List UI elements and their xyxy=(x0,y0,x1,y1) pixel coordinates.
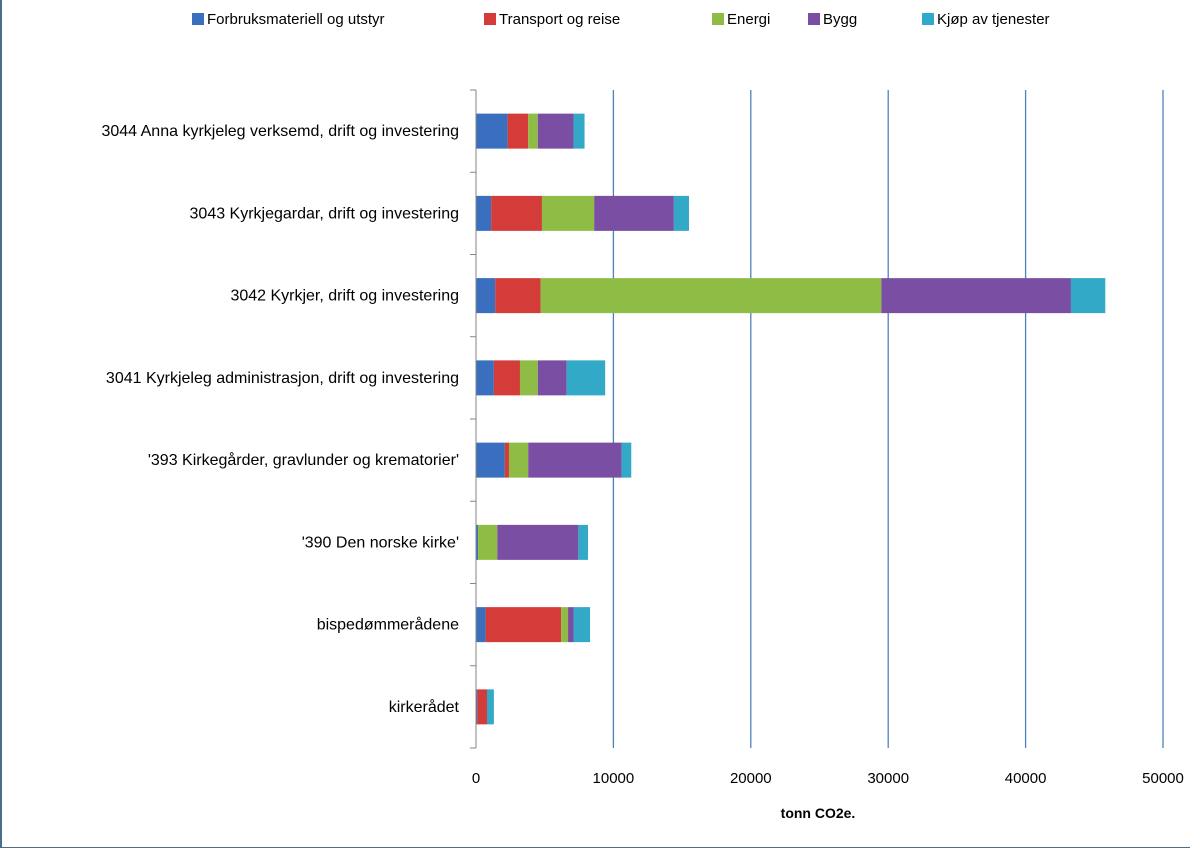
bar-segment xyxy=(528,442,622,478)
bar-segment xyxy=(476,113,508,149)
bar-segment xyxy=(476,442,505,478)
bar-segment xyxy=(491,195,542,231)
bar-segment xyxy=(476,607,486,643)
bar-segment xyxy=(493,360,520,396)
bar-segment xyxy=(476,195,492,231)
legend-label: Transport og reise xyxy=(499,11,620,28)
bar-segment xyxy=(508,442,529,478)
x-tick-labels: 0 10000 20000 30000 40000 50000 xyxy=(472,770,1184,787)
x-tick-label: 0 xyxy=(472,770,480,787)
legend-swatch xyxy=(192,13,204,25)
bar-segment xyxy=(497,524,579,560)
bar-segment xyxy=(573,607,591,643)
x-axis-title: tonn CO2e. xyxy=(781,805,856,821)
category-labels: 3044 Anna kyrkjeleg verksemd, drift og i… xyxy=(101,123,459,716)
bar-segment xyxy=(528,113,538,149)
bar-segment xyxy=(495,278,541,314)
bar-segment xyxy=(621,442,632,478)
bar-segment xyxy=(540,278,882,314)
gridlines xyxy=(470,89,1164,749)
bar-segment xyxy=(537,113,574,149)
category-label: '390 Den norske kirke' xyxy=(302,534,459,551)
bar-segment xyxy=(594,195,674,231)
category-label: kirkerådet xyxy=(389,698,460,716)
legend-label: Energi xyxy=(727,11,770,28)
legend-swatch xyxy=(712,13,724,25)
x-tick-label: 10000 xyxy=(593,770,635,787)
bar-segment xyxy=(673,195,689,231)
category-label: 3041 Kyrkjeleg administrasjon, drift og … xyxy=(106,370,459,387)
category-label: 3042 Kyrkjer, drift og investering xyxy=(230,288,459,305)
bar-segment xyxy=(568,607,574,643)
bar-segment xyxy=(566,360,606,396)
x-tick-label: 50000 xyxy=(1142,770,1184,787)
legend-label: Bygg xyxy=(823,11,857,28)
bar-segment xyxy=(486,689,494,725)
bar-segment xyxy=(507,113,529,149)
bar-segment xyxy=(478,524,498,560)
bar-segment xyxy=(504,442,509,478)
bar-segment xyxy=(476,360,494,396)
bar-segment xyxy=(541,195,595,231)
category-label: bispedømmerådene xyxy=(317,616,459,634)
legend-swatch xyxy=(484,13,496,25)
bar-segment xyxy=(561,607,569,643)
bar-segment xyxy=(573,113,585,149)
bar-segment xyxy=(476,278,496,314)
x-tick-label: 30000 xyxy=(867,770,909,787)
bar-segment xyxy=(476,524,479,560)
category-label: 3043 Kyrkjegardar, drift og investering xyxy=(190,205,459,222)
bar-segment xyxy=(1070,278,1106,314)
bar-segment xyxy=(519,360,538,396)
bar-segment xyxy=(578,524,588,560)
bar-segment xyxy=(476,689,478,725)
x-tick-label: 40000 xyxy=(1005,770,1047,787)
bars xyxy=(476,113,1106,725)
bar-segment xyxy=(477,689,487,725)
bar-segment xyxy=(881,278,1071,314)
category-label: '393 Kirkegårder, gravlunder og kremator… xyxy=(148,451,459,469)
bar-segment xyxy=(485,607,562,643)
legend: Forbruksmateriell og utstyr Transport og … xyxy=(192,11,1050,28)
bar-segment xyxy=(537,360,567,396)
legend-label: Forbruksmateriell og utstyr xyxy=(207,11,385,28)
x-tick-label: 20000 xyxy=(730,770,772,787)
legend-label: Kjøp av tjenester xyxy=(937,11,1050,28)
legend-swatch xyxy=(808,13,820,25)
category-label: 3044 Anna kyrkjeleg verksemd, drift og i… xyxy=(101,123,459,140)
legend-swatch xyxy=(922,13,934,25)
